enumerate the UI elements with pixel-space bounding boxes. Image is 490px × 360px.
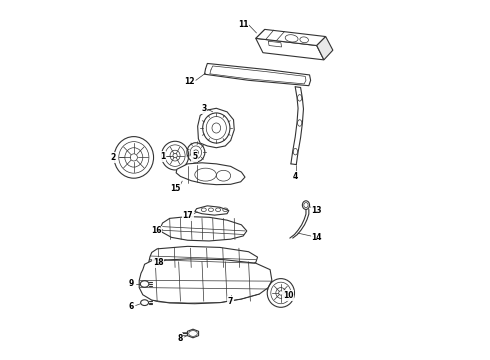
Text: 16: 16 xyxy=(151,226,161,235)
Polygon shape xyxy=(161,217,247,241)
Text: 15: 15 xyxy=(170,184,180,193)
Text: 5: 5 xyxy=(192,152,197,161)
Polygon shape xyxy=(139,259,272,304)
Text: 12: 12 xyxy=(184,77,195,86)
Text: 13: 13 xyxy=(312,206,322,215)
Text: 4: 4 xyxy=(293,172,298,181)
Text: 17: 17 xyxy=(182,211,193,220)
Polygon shape xyxy=(176,163,245,185)
Polygon shape xyxy=(149,246,258,269)
Text: 7: 7 xyxy=(228,297,233,306)
Polygon shape xyxy=(317,37,333,60)
Text: 6: 6 xyxy=(129,302,134,311)
Text: 14: 14 xyxy=(312,233,322,242)
Text: 18: 18 xyxy=(153,258,164,267)
Polygon shape xyxy=(256,30,326,45)
Text: 11: 11 xyxy=(238,19,248,28)
Polygon shape xyxy=(195,206,229,215)
Text: 10: 10 xyxy=(283,291,294,300)
Polygon shape xyxy=(197,108,234,148)
Polygon shape xyxy=(187,329,198,338)
Text: 1: 1 xyxy=(160,152,165,161)
Text: 8: 8 xyxy=(177,334,182,343)
Text: 9: 9 xyxy=(129,279,134,288)
Polygon shape xyxy=(256,39,324,60)
Text: 2: 2 xyxy=(111,153,116,162)
Text: 3: 3 xyxy=(201,104,206,113)
